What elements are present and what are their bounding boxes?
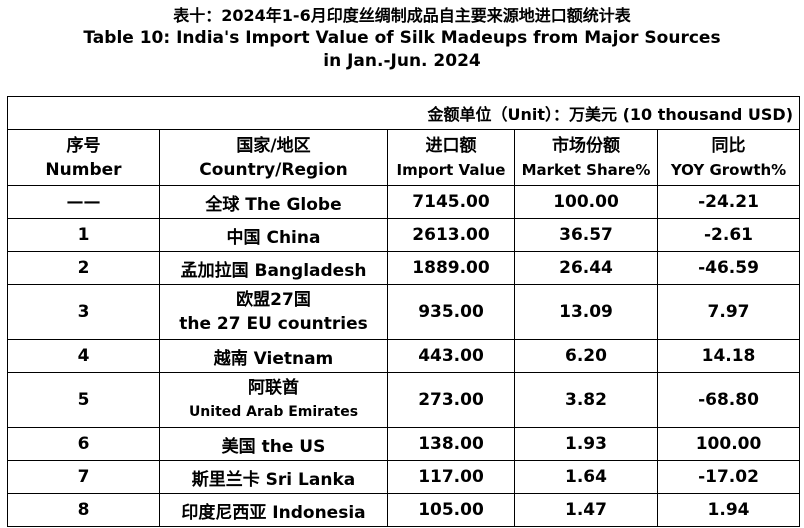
cell-country: 阿联酋 United Arab Emirates	[159, 372, 388, 428]
table-row: 3 欧盟27国 the 27 EU countries 935.00 13.09…	[7, 284, 801, 340]
cell-country: 美国 the US	[159, 427, 388, 461]
table-title-en-line1: Table 10: India's Import Value of Silk M…	[83, 28, 721, 48]
cell-yoy: 14.18	[656, 339, 801, 373]
header-yoy-cn: 同比	[711, 135, 746, 156]
cell-share: 26.44	[514, 251, 658, 285]
cell-import: 138.00	[387, 427, 515, 461]
cell-import: 1889.00	[387, 251, 515, 285]
cell-share: 13.09	[514, 284, 658, 340]
cell-country: 全球 The Globe	[159, 185, 388, 219]
cell-yoy: 1.94	[656, 493, 801, 527]
cell-number: 6	[7, 427, 160, 461]
cell-yoy: 100.00	[656, 427, 801, 461]
cell-number: 4	[7, 339, 160, 373]
cell-import: 117.00	[387, 460, 515, 494]
header-number: 序号 Number	[7, 129, 160, 186]
table-row: 5 阿联酋 United Arab Emirates 273.00 3.82 -…	[7, 372, 801, 428]
cell-country: 欧盟27国 the 27 EU countries	[159, 284, 388, 340]
table-title-en-line2: in Jan.-Jun. 2024	[323, 51, 481, 71]
cell-import: 273.00	[387, 372, 515, 428]
cell-yoy: 7.97	[656, 284, 801, 340]
cell-number: 7	[7, 460, 160, 494]
header-import: 进口额 Import Value	[387, 129, 515, 186]
cell-share: 100.00	[514, 185, 658, 219]
cell-share: 1.64	[514, 460, 658, 494]
cell-import: 105.00	[387, 493, 515, 527]
cell-country-en: the 27 EU countries	[179, 314, 368, 334]
cell-number: 5	[7, 372, 160, 428]
header-country-en: Country/Region	[199, 159, 348, 180]
table-row: 4 越南 Vietnam 443.00 6.20 14.18	[7, 339, 801, 373]
header-share-cn: 市场份额	[552, 135, 620, 156]
header-row: 序号 Number 国家/地区 Country/Region 进口额 Impor…	[7, 129, 801, 186]
table-title-cn: 表十：2024年1-6月印度丝绸制成品自主要来源地进口额统计表	[173, 6, 631, 25]
cell-yoy: -2.61	[656, 218, 801, 252]
table-row: 8 印度尼西亚 Indonesia 105.00 1.47 1.94	[7, 493, 801, 527]
cell-yoy: -68.80	[656, 372, 801, 428]
table-row: 1 中国 China 2613.00 36.57 -2.61	[7, 218, 801, 252]
cell-number: 8	[7, 493, 160, 527]
cell-number: 2	[7, 251, 160, 285]
cell-share: 1.47	[514, 493, 658, 527]
header-yoy-en: YOY Growth%	[670, 160, 787, 179]
cell-share: 3.82	[514, 372, 658, 428]
cell-number: 1	[7, 218, 160, 252]
cell-import: 2613.00	[387, 218, 515, 252]
cell-country: 孟加拉国 Bangladesh	[159, 251, 388, 285]
cell-share: 1.93	[514, 427, 658, 461]
header-number-en: Number	[45, 159, 122, 180]
header-import-cn: 进口额	[425, 135, 477, 156]
cell-share: 6.20	[514, 339, 658, 373]
header-import-en: Import Value	[396, 160, 506, 179]
cell-import: 443.00	[387, 339, 515, 373]
cell-number: 3	[7, 284, 160, 340]
cell-country-cn: 欧盟27国	[236, 290, 311, 310]
header-share: 市场份额 Market Share%	[514, 129, 658, 186]
cell-yoy: -17.02	[656, 460, 801, 494]
cell-country-cn: 阿联酋	[248, 378, 299, 398]
cell-import: 935.00	[387, 284, 515, 340]
table-row: 2 孟加拉国 Bangladesh 1889.00 26.44 -46.59	[7, 251, 801, 285]
header-country: 国家/地区 Country/Region	[159, 129, 388, 186]
cell-country: 斯里兰卡 Sri Lanka	[159, 460, 388, 494]
cell-number: ——	[7, 185, 160, 219]
header-country-cn: 国家/地区	[236, 135, 311, 156]
header-share-en: Market Share%	[521, 160, 651, 179]
header-yoy: 同比 YOY Growth%	[656, 129, 801, 186]
cell-import: 7145.00	[387, 185, 515, 219]
cell-country: 中国 China	[159, 218, 388, 252]
table-row: —— 全球 The Globe 7145.00 100.00 -24.21	[7, 185, 801, 219]
header-number-cn: 序号	[66, 135, 101, 156]
cell-yoy: -24.21	[656, 185, 801, 219]
cell-country: 越南 Vietnam	[159, 339, 388, 373]
unit-note: 金额单位（Unit）：万美元 (10 thousand USD)	[6, 96, 801, 130]
import-table: 金额单位（Unit）：万美元 (10 thousand USD) 序号 Numb…	[6, 96, 801, 527]
table-row: 7 斯里兰卡 Sri Lanka 117.00 1.64 -17.02	[7, 460, 801, 494]
table-row: 6 美国 the US 138.00 1.93 100.00	[7, 427, 801, 461]
cell-country: 印度尼西亚 Indonesia	[159, 493, 388, 527]
unit-row: 金额单位（Unit）：万美元 (10 thousand USD)	[6, 96, 801, 130]
cell-yoy: -46.59	[656, 251, 801, 285]
cell-share: 36.57	[514, 218, 658, 252]
cell-country-en: United Arab Emirates	[188, 404, 359, 420]
